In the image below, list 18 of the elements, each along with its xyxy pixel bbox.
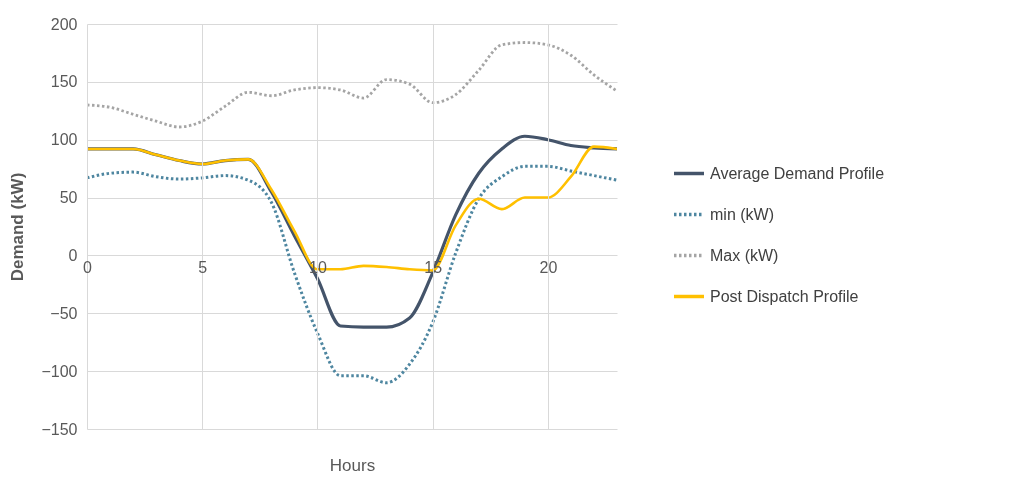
y-axis-title: Demand (kW) bbox=[8, 172, 28, 282]
x-tick-label: 0 bbox=[83, 258, 93, 276]
y-tick-label: 0 bbox=[68, 246, 78, 264]
legend-label: Average Demand Profile bbox=[710, 164, 885, 182]
legend-label: min (kW) bbox=[710, 205, 774, 223]
y-tick-label: −50 bbox=[50, 304, 78, 322]
y-tick-label: −100 bbox=[41, 362, 78, 380]
legend-label: Post Dispatch Profile bbox=[710, 287, 859, 305]
x-tick-label: 20 bbox=[539, 258, 558, 276]
y-tick-label: 150 bbox=[50, 73, 78, 91]
line-series bbox=[87, 41, 617, 129]
y-tick-label: 100 bbox=[50, 131, 78, 149]
x-tick-label: 5 bbox=[198, 258, 208, 276]
legend-label: Max (kW) bbox=[710, 246, 779, 264]
x-axis-title: Hours bbox=[329, 455, 376, 475]
y-tick-label: 200 bbox=[50, 15, 78, 33]
y-tick-label: 50 bbox=[59, 189, 78, 207]
y-tick-label: −150 bbox=[41, 420, 78, 438]
